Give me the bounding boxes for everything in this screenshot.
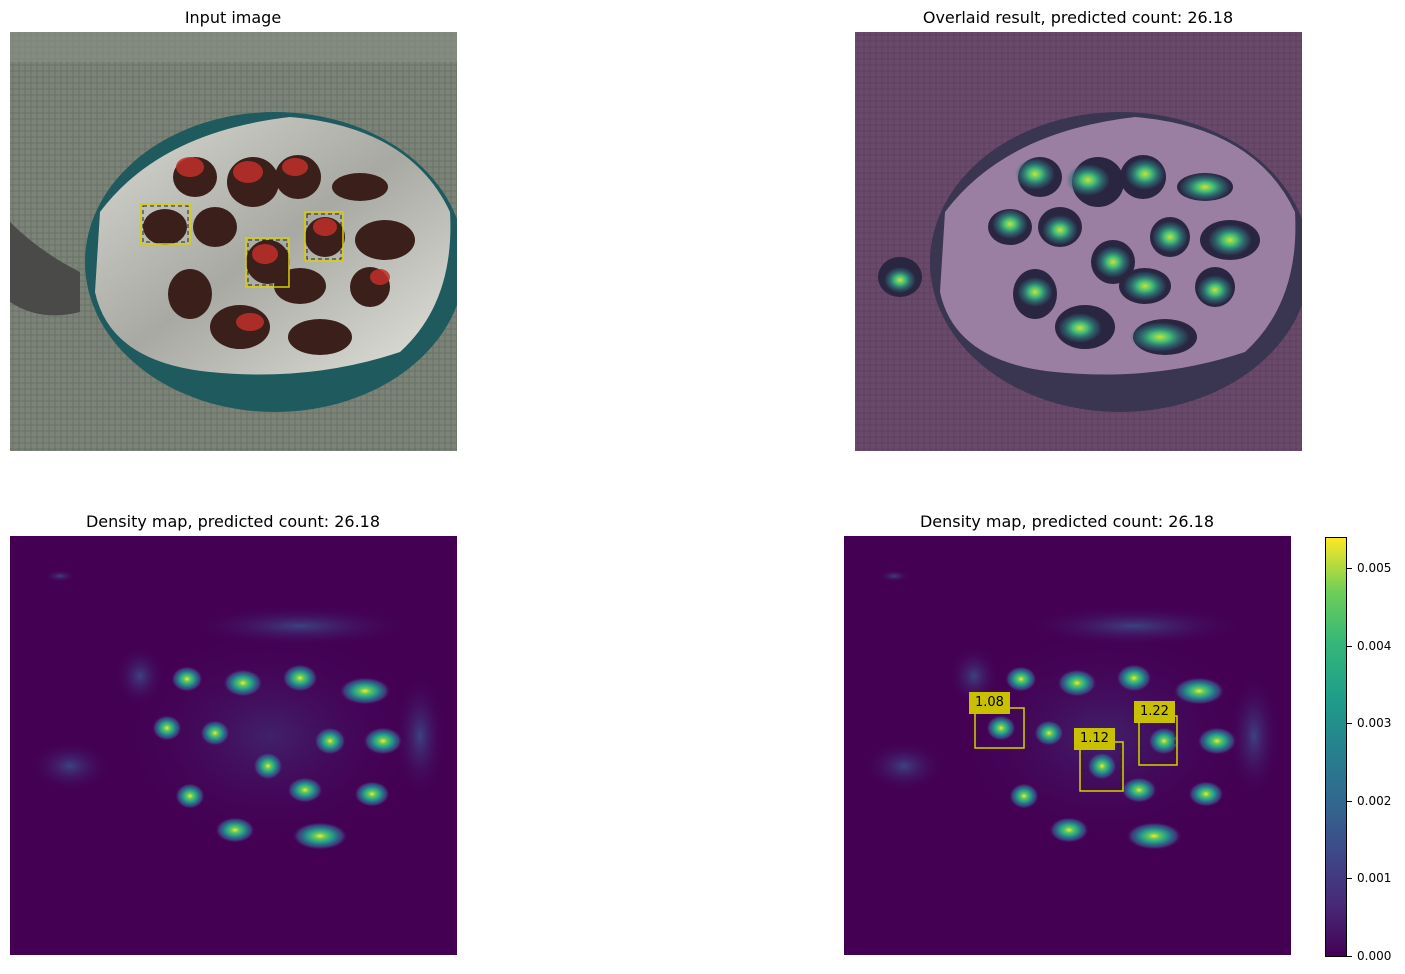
colorbar-tick-3: 0.002: [1357, 794, 1392, 808]
input-image-title: Input image: [184, 8, 282, 27]
colorbar-tick-0: 0.005: [1357, 561, 1392, 575]
overlay-result-image: [855, 32, 1302, 451]
density-map-title-left: Density map, predicted count: 26.18: [85, 512, 381, 531]
density-map-right: [844, 536, 1291, 955]
colorbar-tickmark: [1347, 878, 1352, 879]
box-label-3: 1.22: [1134, 701, 1175, 723]
input-image: [10, 32, 457, 451]
box-label-2: 1.12: [1074, 728, 1115, 750]
overlay-title: Overlaid result, predicted count: 26.18: [922, 8, 1234, 27]
density-map-left: [10, 536, 457, 955]
colorbar-tickmark: [1347, 956, 1352, 957]
colorbar-tick-1: 0.004: [1357, 639, 1392, 653]
colorbar-tickmark: [1347, 568, 1352, 569]
colorbar-tick-2: 0.003: [1357, 716, 1392, 730]
colorbar: [1325, 537, 1347, 957]
colorbar-tickmark: [1347, 801, 1352, 802]
density-map-title-right: Density map, predicted count: 26.18: [919, 512, 1215, 531]
colorbar-tickmark: [1347, 646, 1352, 647]
colorbar-tick-5: 0.000: [1357, 949, 1392, 963]
colorbar-tickmark: [1347, 723, 1352, 724]
box-label-1: 1.08: [969, 692, 1010, 714]
colorbar-tick-4: 0.001: [1357, 871, 1392, 885]
